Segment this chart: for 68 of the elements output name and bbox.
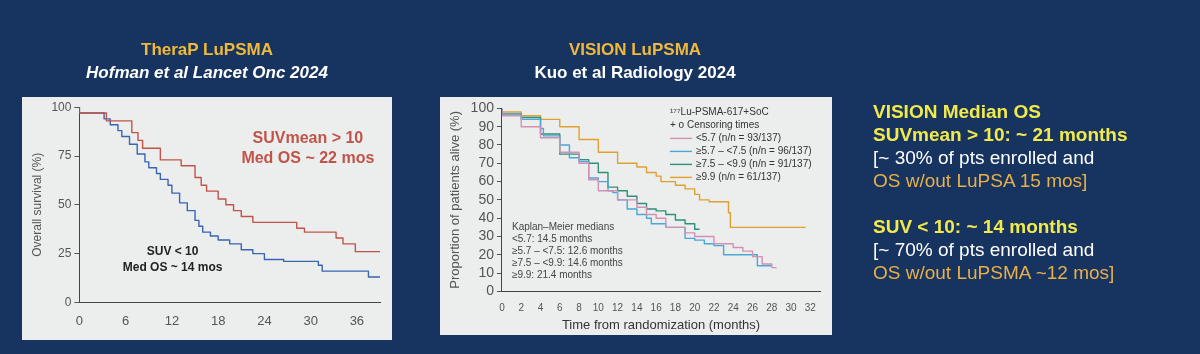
y-tick-label: 50	[58, 197, 72, 212]
y-tick-label: 50	[478, 190, 495, 207]
y-tick-label: 30	[478, 227, 495, 244]
x-tick-label: 8	[576, 302, 583, 314]
text: [~ 30% of pts enrolled and	[873, 146, 1096, 169]
annotation: Kaplan–Meier medians	[511, 221, 615, 233]
legend-label: <5.7 (n/n = 93/137)	[696, 132, 782, 144]
y-tick-label: 40	[478, 209, 495, 226]
legend-label: ≥9.9 (n/n = 61/137)	[696, 171, 781, 183]
x-tick-label: 0	[75, 312, 84, 328]
chart-subtitle: Kuo et al Radiology 2024	[533, 63, 737, 83]
x-tick-label: 32	[804, 302, 817, 314]
y-tick-label: 75	[58, 148, 72, 163]
x-tick-label: 6	[557, 302, 563, 314]
chart-subtitle: Hofman et al Lancet Onc 2024	[85, 63, 329, 83]
text: SUVmean > 10: ~ 21 months	[873, 123, 1129, 146]
x-tick-label: 24	[727, 302, 740, 314]
text: SUV < 10: ~ 14 months	[873, 215, 1079, 238]
annotation: ≥9.9: 21.4 months	[511, 269, 592, 281]
x-tick-label: 6	[122, 312, 130, 328]
x-tick-label: 26	[746, 302, 759, 314]
annotation: SUV < 10	[146, 243, 199, 258]
x-tick-label: 30	[785, 302, 798, 314]
text: VISION Median OS	[873, 100, 1042, 123]
chart-title: TheraP LuPSMA	[140, 40, 274, 60]
x-tick-label: 18	[669, 302, 682, 314]
x-tick-label: 0	[499, 302, 506, 314]
annotation: Med OS ~ 14 mos	[122, 259, 223, 274]
x-tick-label: 22	[708, 302, 720, 314]
legend-label: ≥7.5 – <9.9 (n/n = 91/137)	[696, 158, 812, 170]
x-tick-label: 12	[612, 302, 624, 314]
x-tick-label: 12	[164, 312, 180, 328]
legend-title: ¹⁷⁷Lu-PSMA-617+SoC	[670, 106, 769, 118]
x-tick-label: 20	[689, 302, 701, 314]
y-tick-label: 20	[478, 245, 495, 262]
y-axis-title: Proportion of patients alive (%)	[447, 111, 463, 289]
annotation: ≥5.7 – <7.5: 12.6 months	[511, 245, 623, 257]
x-tick-label: 24	[257, 312, 272, 328]
annotation: + o Censoring times	[670, 119, 760, 131]
x-axis-title: Time from randomization (months)	[561, 316, 761, 332]
y-tick-label: 80	[478, 135, 495, 152]
y-axis-title: Overall survival (%)	[29, 152, 44, 257]
y-tick-label: 70	[478, 154, 495, 171]
x-tick-label: 36	[349, 312, 365, 328]
annotation: ≥7.5 – <9.9: 14.6 months	[511, 257, 623, 269]
text: [~ 70% of pts enrolled and	[873, 238, 1096, 261]
annotation: Med OS ~ 22 mos	[241, 148, 375, 166]
y-tick-label: 90	[478, 117, 495, 134]
x-tick-label: 18	[210, 312, 226, 328]
x-tick-label: 16	[650, 302, 663, 314]
annotation: SUVmean > 10	[252, 128, 364, 146]
text: OS w/out LuPSMA ~12 mos]	[873, 261, 1116, 284]
y-tick-label: 0	[486, 282, 495, 299]
x-tick-label: 10	[592, 302, 605, 314]
y-tick-label: 25	[58, 245, 72, 260]
y-tick-label: 10	[478, 263, 495, 280]
x-tick-label: 30	[303, 312, 318, 328]
y-tick-label: 60	[478, 172, 495, 189]
chart-title: VISION LuPSMA	[567, 40, 703, 60]
y-tick-label: 100	[470, 99, 495, 116]
x-tick-label: 2	[518, 302, 525, 314]
text: OS w/out LuPSA 15 mos]	[873, 169, 1089, 192]
legend-label: ≥5.7 – <7.5 (n/n = 96/137)	[696, 145, 812, 157]
x-tick-label: 14	[631, 302, 643, 314]
x-tick-label: 28	[766, 302, 778, 314]
y-tick-label: 100	[51, 99, 72, 114]
x-tick-label: 4	[537, 302, 544, 314]
annotation: <5.7: 14.5 months	[511, 233, 593, 245]
